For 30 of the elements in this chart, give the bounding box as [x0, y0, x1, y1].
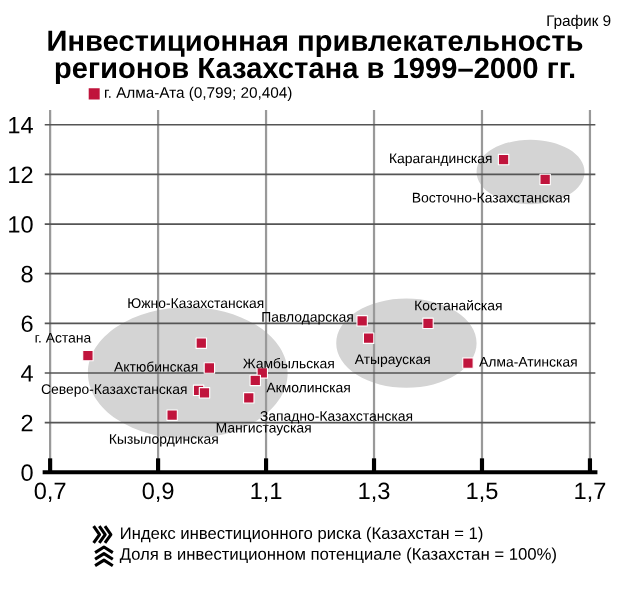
point — [462, 357, 474, 369]
x-tick-label: 1,1 — [251, 482, 282, 503]
text: Доля в инвестиционном потенциале (Казахстан = 100%) — [119, 547, 556, 564]
point — [243, 392, 255, 404]
point — [356, 315, 368, 327]
point — [198, 387, 211, 399]
y-tick-label: 8 — [21, 265, 33, 283]
point — [82, 349, 94, 362]
y-tick-label: 6 — [21, 315, 33, 333]
point — [203, 362, 216, 374]
point — [497, 153, 510, 166]
y-tick-label: 12 — [9, 166, 33, 183]
point — [249, 374, 262, 387]
x-tick-label: 0,7 — [34, 482, 66, 503]
x-tick-label: 1,7 — [575, 482, 606, 503]
point — [362, 332, 375, 344]
chart-title: Инвестиционная привлекательность регионов Казахстана в 1999–2000 гг. — [48, 30, 583, 85]
y-tick-label: 10 — [9, 216, 33, 233]
x-axis-title: Индекс инвестиционного риска (Казахстан = 1) — [121, 526, 483, 543]
x-tick-label: 1,5 — [467, 482, 498, 503]
y-tick-label: 4 — [21, 365, 33, 382]
point — [195, 337, 208, 349]
y-tick-label: 2 — [21, 414, 33, 432]
y-tick-label: 14 — [9, 117, 33, 134]
point — [422, 317, 434, 330]
x-tick-label: 0,9 — [142, 482, 174, 503]
point — [166, 409, 178, 421]
point — [539, 173, 551, 186]
y-tick-label: 0 — [21, 464, 33, 482]
x-tick-label: 1,3 — [359, 482, 390, 503]
